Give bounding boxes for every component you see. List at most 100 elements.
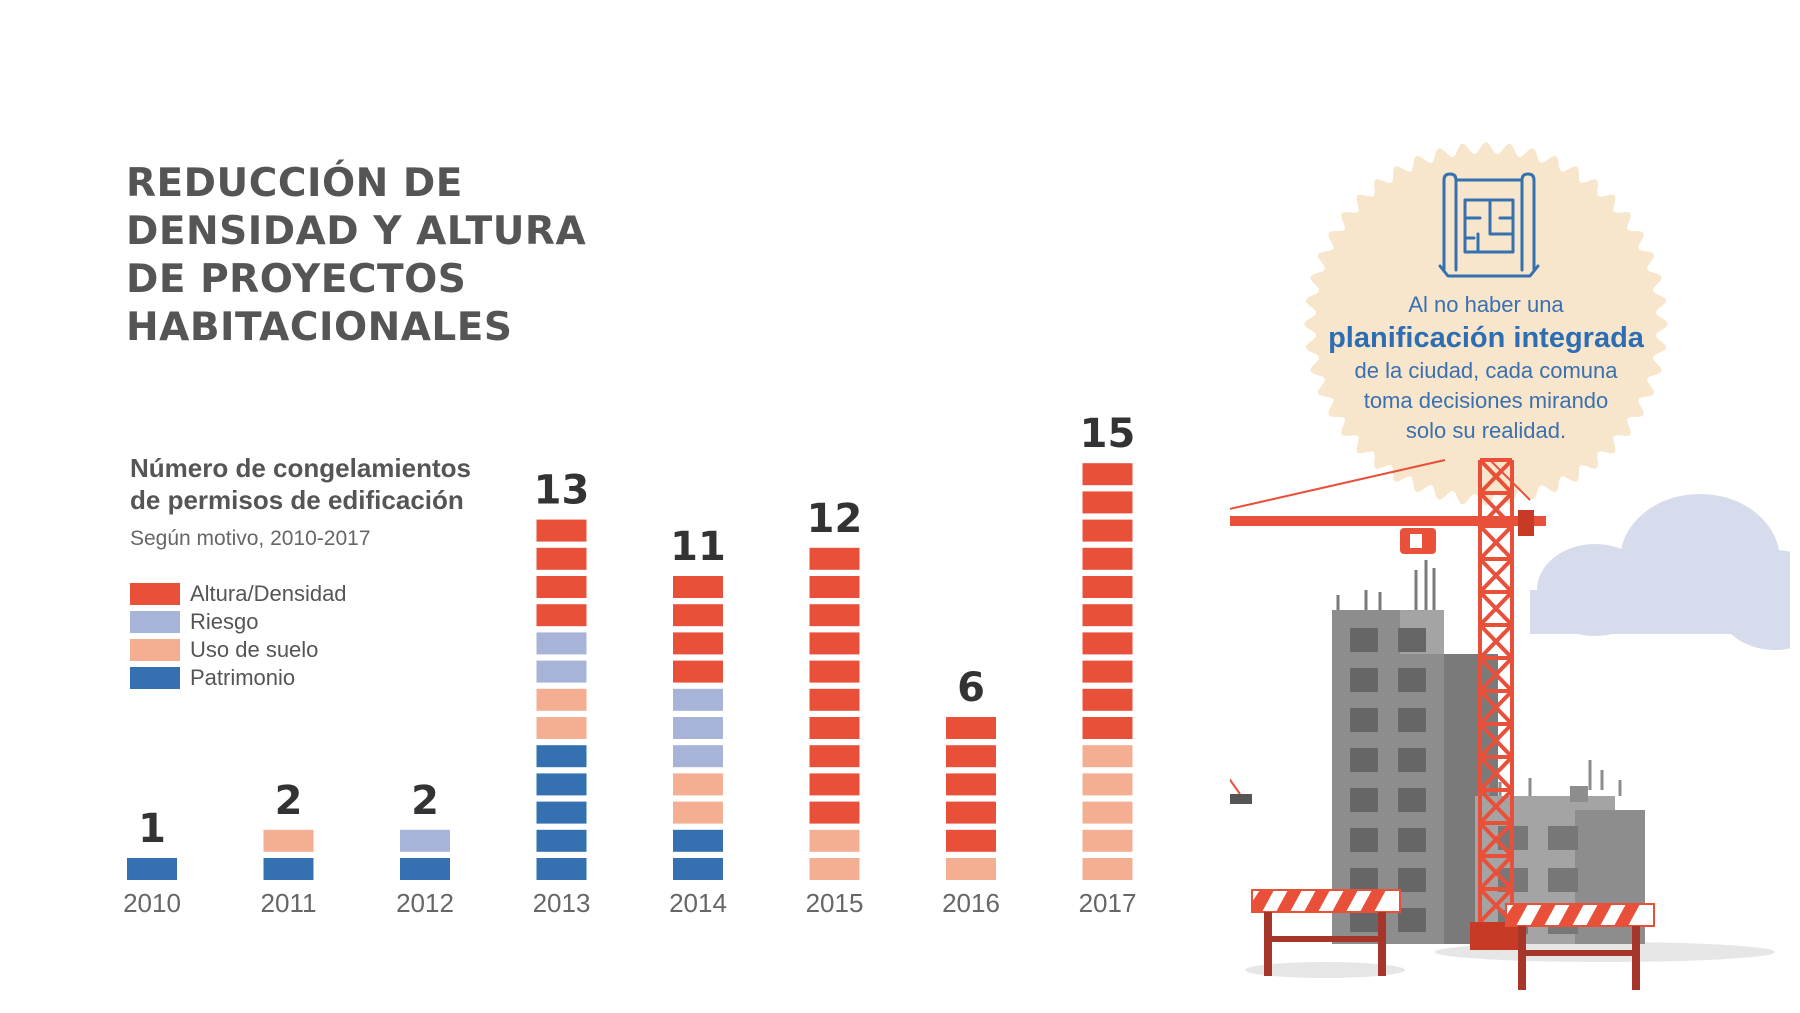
barrier-illustration [1251,889,1655,990]
bar-block [809,688,860,711]
legend-label: Uso de suelo [190,637,319,662]
subtitle-line: de permisos de edificación [130,485,464,515]
bar-block [673,632,723,655]
bar-block [536,576,587,598]
bar-block [673,773,723,796]
bar-block [536,660,587,683]
bar-block [1082,604,1133,627]
bar-block [1082,688,1133,711]
legend-item-uso-de-suelo: Uso de suelo [130,636,347,664]
title-line: HABITACIONALES [126,305,513,350]
title-line: REDUCCIÓN DE [126,161,463,206]
bar-block [536,858,587,880]
chart-legend: Altura/Densidad Riesgo Uso de suelo Patr… [130,580,347,692]
blueprint-icon [1438,172,1540,278]
data-label: 6 [957,665,985,711]
bar-block [673,576,723,598]
bar-block [400,829,450,852]
bar-block [673,660,723,683]
bar-block [536,745,587,768]
legend-swatch [130,667,180,689]
page-title: REDUCCIÓN DE DENSIDAD Y ALTURA DE PROYEC… [126,160,646,352]
legend-label: Altura/Densidad [190,581,347,606]
bar-block [536,688,587,711]
legend-swatch [130,611,180,633]
x-tick-label: 2016 [942,888,1000,918]
bar-block [809,801,860,824]
subtitle-line: Número de congelamientos [130,453,471,483]
bar-block [1082,547,1133,570]
bar-block [263,829,314,852]
bar-block [673,829,723,852]
legend-swatch [130,583,180,605]
data-label: 15 [1080,411,1136,457]
bar-block [809,660,860,683]
bar-block [809,773,860,796]
bar-block [1082,829,1133,852]
bar-block [1082,632,1133,655]
bar-block [1082,519,1133,542]
data-label: 13 [534,468,590,514]
bar-block [1082,745,1133,768]
data-label: 2 [275,778,303,824]
bar-block [127,858,177,880]
bar-block [1082,576,1133,598]
legend-label: Riesgo [190,609,259,634]
bar-block [809,858,860,880]
stacked-bar-chart: 1 2010 2 2011 2 2012 13 2013 11 2014 12 2015 6 2016 15… [123,411,1137,918]
bar-block [536,717,587,739]
legend-label: Patrimonio [190,665,296,690]
chart-caption: Según motivo, 2010-2017 [130,527,371,550]
bar-block [536,829,587,852]
bar-block [536,604,587,627]
bar-block [673,717,723,739]
bar-block [946,829,996,852]
x-tick-label: 2011 [261,888,317,918]
chart-subtitle: Número de congelamientos de permisos de … [130,452,471,516]
bar-block [1082,801,1133,824]
bar-block [1082,717,1133,739]
callout-badge [1304,142,1668,506]
data-label: 12 [807,496,863,542]
x-tick-label: 2014 [669,888,727,918]
title-line: DENSIDAD Y ALTURA [126,209,587,254]
crane-illustration [1230,458,1546,950]
callout-line: de la ciudad, cada comuna [1354,358,1618,383]
bar-block [809,576,860,598]
bar-block [809,547,860,570]
bar-block [400,858,450,880]
callout-line: toma decisiones mirando [1363,388,1609,413]
cloud-illustration [1530,494,1790,650]
bar-block [536,519,587,542]
bar-block [1082,463,1133,486]
bar-block [809,717,860,739]
x-tick-label: 2012 [396,888,454,918]
x-tick-label: 2010 [123,888,181,918]
legend-item-patrimonio: Patrimonio [130,664,347,692]
bar-block [809,604,860,627]
data-label: 2 [411,778,439,824]
bar-block [673,745,723,768]
construction-illustration [1230,458,1790,990]
bar-block [809,632,860,655]
bar-block [536,773,587,796]
title-line: DE PROYECTOS [126,257,467,302]
data-label: 1 [138,806,166,852]
x-tick-label: 2015 [806,888,864,918]
bar-block [1082,858,1133,880]
callout-text: Al no haber una planificación integrada … [1300,290,1672,446]
bar-block [263,858,314,880]
x-tick-label: 2013 [533,888,591,918]
bar-block [809,829,860,852]
x-tick-label: 2017 [1079,888,1137,918]
bar-block [946,858,996,880]
bar-block [673,604,723,627]
legend-swatch [130,639,180,661]
bar-block [946,745,996,768]
bar-block [536,801,587,824]
bar-block [1082,773,1133,796]
bar-block [536,547,587,570]
bar-block [673,858,723,880]
bar-block [946,773,996,796]
bar-block [809,745,860,768]
